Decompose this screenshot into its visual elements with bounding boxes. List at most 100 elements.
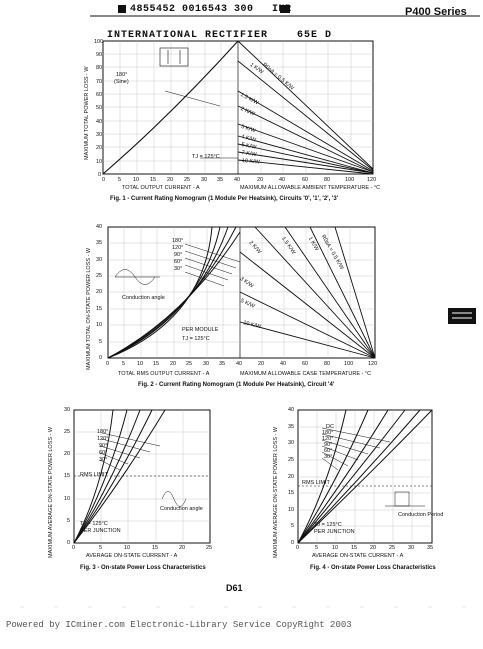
fig1-caption: Fig. 1 - Current Rating Nomogram (1 Modu… <box>110 196 339 202</box>
fig3-ytick: 25 <box>64 429 71 435</box>
footer-text: Powered by ICminer.com Electronic-Librar… <box>6 620 352 630</box>
fig1-thermal-lines <box>237 40 374 175</box>
fig1-ytick: 70 <box>96 79 103 85</box>
fig2-xtick: 40 <box>236 361 243 367</box>
fig2-xtick-right: 40 <box>280 361 287 367</box>
fig3-angle-30: 30° <box>99 457 108 463</box>
fig3-xtick: 0 <box>72 545 76 551</box>
fig4-ytick: 5 <box>291 523 295 529</box>
fig1-angle-label: 180° <box>116 72 128 78</box>
fig3-ytick: 0 <box>67 540 71 546</box>
fig4-chart <box>297 409 433 544</box>
fig1-xtick: 0 <box>102 177 106 183</box>
fig1-chart <box>102 40 374 175</box>
fig4-ytick: 10 <box>288 507 295 513</box>
footer-rule <box>20 606 470 608</box>
fig2-ytick: 30 <box>96 257 103 263</box>
fig4-xtick: 30 <box>408 545 415 551</box>
fig4-xtick: 5 <box>315 545 319 551</box>
fig4-ytick: 35 <box>288 424 295 430</box>
fig2-ytick: 0 <box>99 355 103 361</box>
fig2-xtick-right: 100 <box>344 361 354 367</box>
fig1-xtick-right: 40 <box>279 177 286 183</box>
fig2-conduction-label: Conduction angle <box>122 295 165 301</box>
company-name: INTERNATIONAL RECTIFIER <box>107 30 269 41</box>
fig3-xtick: 15 <box>152 545 159 551</box>
fig1-bridge-diagram <box>159 47 189 67</box>
fig2-angle-120: 120° <box>172 245 184 251</box>
fig1-ytick: 50 <box>96 105 103 111</box>
fig2-ytick: 25 <box>96 273 103 279</box>
fig2-ytick: 15 <box>96 306 103 312</box>
fig3-loss-curves <box>73 409 166 544</box>
fig1-ytick: 100 <box>94 39 104 45</box>
fig4-rms-label: RMS LIMIT <box>302 480 330 486</box>
fig3-xlabel: AVERAGE ON-STATE CURRENT - A <box>86 553 178 559</box>
fig4-xtick: 10 <box>332 545 339 551</box>
fig2-ytick: 40 <box>96 224 103 230</box>
fig2-xtick: 20 <box>170 361 177 367</box>
fig2-xtick: 30 <box>203 361 210 367</box>
fig3-angle-180: 180° <box>97 429 109 435</box>
fig1-xtick: 5 <box>118 177 122 183</box>
fig2-chart <box>107 226 376 359</box>
fig1-xtick-right: 80 <box>324 177 331 183</box>
fig2-xtick-right: 80 <box>324 361 331 367</box>
fig4-xtick: 25 <box>389 545 396 551</box>
fig3-conduction-label: Conduction angle <box>160 506 203 512</box>
fig3-xtick: 20 <box>179 545 186 551</box>
fig4-ylabel: MAXIMUM AVERAGE ON-STATE POWER LOSS - W <box>273 426 279 558</box>
fig3-ytick: 20 <box>64 451 71 457</box>
fig1-wave-label: (Sine) <box>114 79 129 85</box>
fig3-ytick: 30 <box>64 407 71 413</box>
fig4-xtick: 35 <box>427 545 434 551</box>
fig3-ytick: 5 <box>67 518 71 524</box>
fig1-xtick: 15 <box>150 177 157 183</box>
fig1-xtick: 35 <box>217 177 224 183</box>
fig4-conduction-label: Conduction Period <box>398 512 444 518</box>
fig3-ylabel: MAXIMUM AVERAGE ON-STATE POWER LOSS - W <box>48 426 54 558</box>
fig3-xtick: 10 <box>124 545 131 551</box>
doc-code: 4855452 0016543 300 INR <box>118 4 292 15</box>
doc-code-number: 4855452 0016543 300 <box>130 4 254 15</box>
fig3-tj-label: TJ = 125°C <box>80 521 108 527</box>
fig2-xtick: 25 <box>186 361 193 367</box>
fig4-ytick: 30 <box>288 440 295 446</box>
fig4-angle-30: 30° <box>324 454 333 460</box>
fig1-ytick: 80 <box>96 65 103 71</box>
fig2-thermal-lines <box>239 226 376 359</box>
fig4-xtick: 15 <box>351 545 358 551</box>
fig3-angle-60: 60° <box>99 450 108 456</box>
fig2-angle-180: 180° <box>172 238 184 244</box>
fig2-xtick: 5 <box>122 361 126 367</box>
fig3-caption: Fig. 3 - On-state Power Loss Characteris… <box>80 565 206 571</box>
fig1-xtick-right: 60 <box>302 177 309 183</box>
fig4-caption: Fig. 4 - On-state Power Loss Characteris… <box>310 565 436 571</box>
fig1-ytick: 60 <box>96 92 103 98</box>
fig2-angle-90: 90° <box>174 252 183 258</box>
fig2-xtick: 15 <box>153 361 160 367</box>
fig4-xtick: 0 <box>296 545 300 551</box>
fig4-ytick: 15 <box>288 490 295 496</box>
fig2-xtick-right: 20 <box>258 361 265 367</box>
company-code: 65E D <box>297 30 333 41</box>
fig4-ytick: 25 <box>288 457 295 463</box>
fig1-xtick-right: 20 <box>257 177 264 183</box>
fig4-loss-curves <box>297 409 433 544</box>
fig4-ytick: 40 <box>288 407 295 413</box>
fig2-ytick: 35 <box>96 240 103 246</box>
fig2-angle-30: 30° <box>174 266 183 272</box>
fig2-ytick: 10 <box>96 322 103 328</box>
fig3-angle-90: 90° <box>99 443 108 449</box>
section-tab-marker <box>448 308 476 324</box>
fig1-xlabel-left: TOTAL OUTPUT CURRENT - A <box>122 185 200 191</box>
fig3-rms-label: RMS LIMIT <box>80 472 108 478</box>
fig2-ylabel: MAXIMUM TOTAL ON-STATE POWER LOSS - W <box>86 247 92 370</box>
fig2-xlabel-left: TOTAL RMS OUTPUT CURRENT - A <box>118 371 210 377</box>
fig2-caption: Fig. 2 - Current Rating Nomogram (1 Modu… <box>138 382 335 388</box>
series-title: P400 Series <box>405 6 467 18</box>
fig4-angle-90: 90° <box>324 442 333 448</box>
fig4-ytick: 0 <box>291 540 295 546</box>
fig2-module-label: PER MODULE <box>182 327 219 333</box>
fig1-ytick: 10 <box>96 159 103 165</box>
